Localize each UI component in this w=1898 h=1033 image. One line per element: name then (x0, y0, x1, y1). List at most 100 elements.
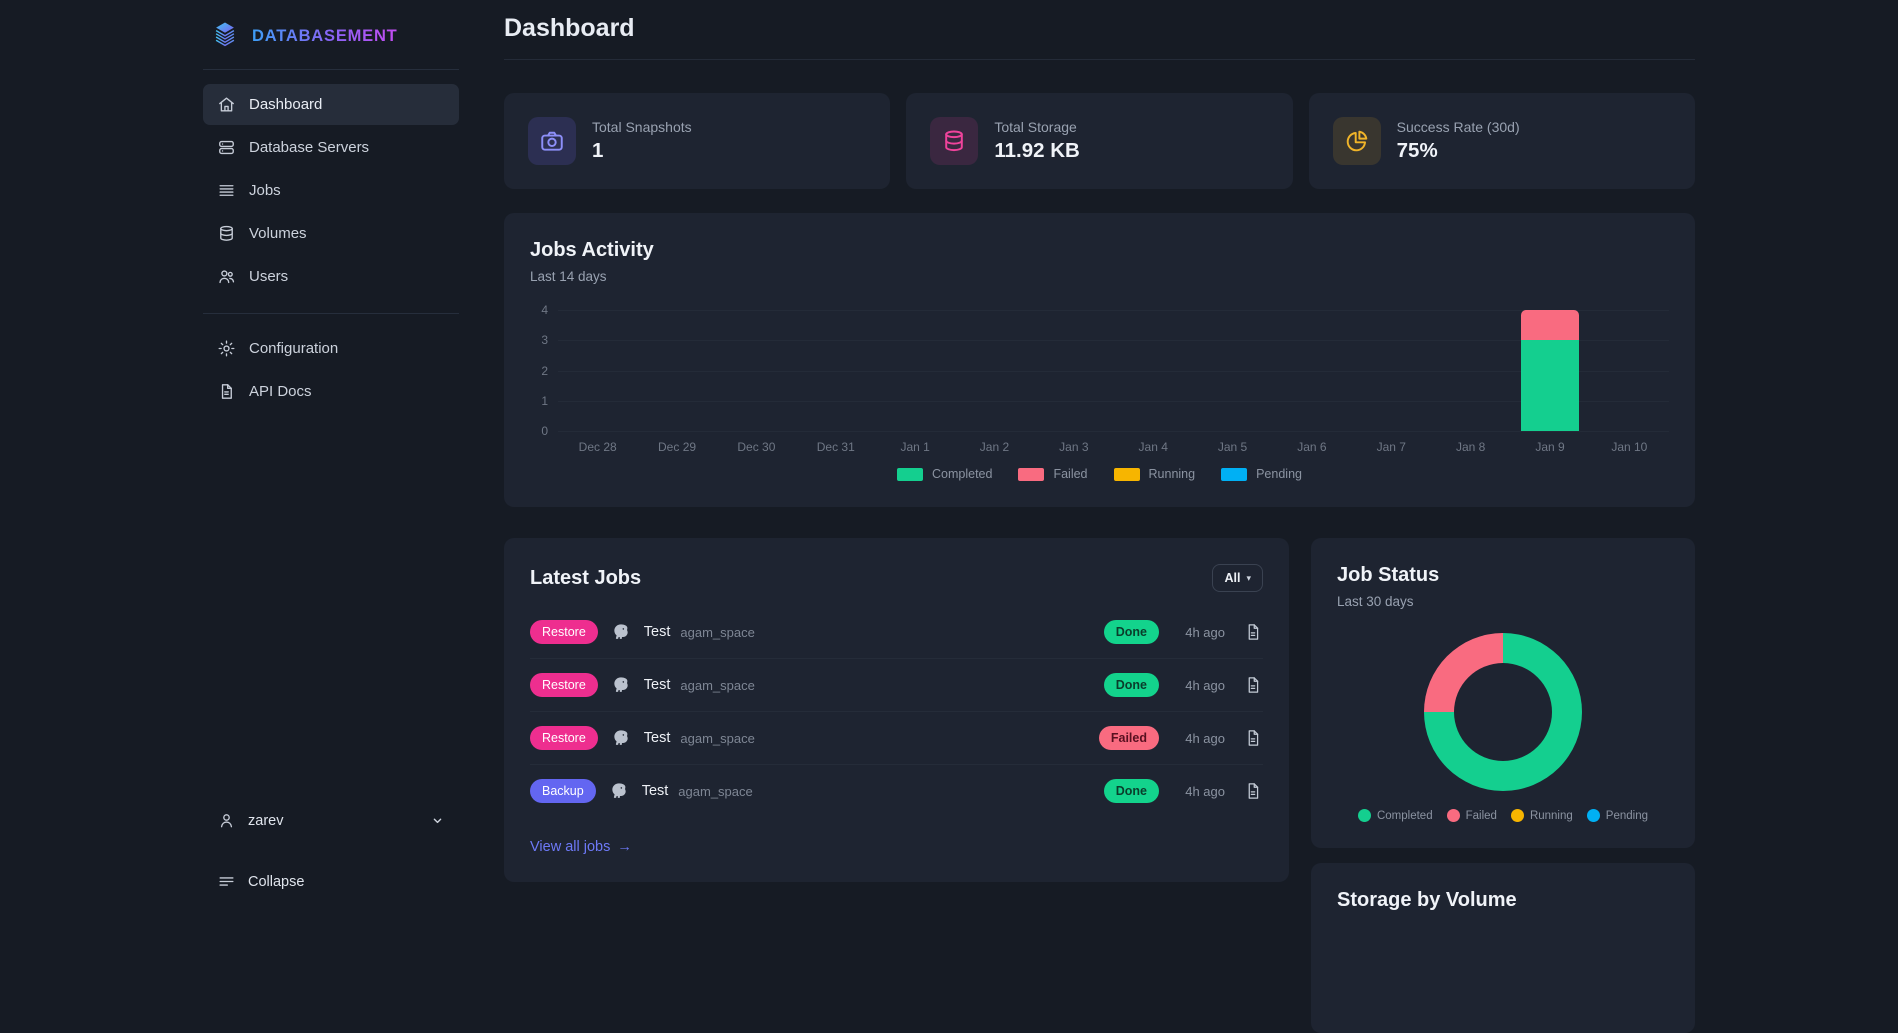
x-tick-label: Dec 29 (658, 440, 697, 454)
job-row[interactable]: Backup Test agam_space Done 4h ago (530, 765, 1263, 817)
job-time: 4h ago (1185, 624, 1225, 640)
job-row[interactable]: Restore Test agam_space Done 4h ago (530, 606, 1263, 659)
bar-column-jan-7 (1352, 310, 1431, 431)
legend-label: Running (1148, 467, 1196, 481)
x-tick-label: Jan 1 (900, 440, 930, 454)
y-tick-label: 3 (541, 333, 548, 348)
sidebar-item-label: Dashboard (249, 96, 323, 113)
donut-legend-dot (1357, 809, 1371, 822)
app-root: DATABASEMENT Dashboard Database Servers Jo… (203, 0, 1695, 1033)
job-log-icon[interactable] (1243, 728, 1263, 748)
donut-legend-label: Completed (1376, 809, 1433, 822)
bottom-grid: Latest Jobs All ▾ Restore Test agam_space D… (504, 538, 1695, 1033)
collapse-button[interactable]: Collapse (203, 862, 459, 901)
legend-item-failed[interactable]: Failed (1018, 467, 1088, 481)
x-tick-label: Jan 3 (1059, 440, 1089, 454)
stats-row: Total Snapshots 1 Total Storage 11.92 KB Suc… (504, 93, 1695, 189)
user-menu[interactable]: zarev (203, 801, 459, 840)
donut-legend-item-completed[interactable]: Completed (1357, 809, 1433, 822)
job-type-badge: Restore (530, 620, 598, 644)
job-type-badge: Restore (530, 726, 598, 750)
sidebar-item-configuration[interactable]: Configuration (203, 328, 459, 369)
bar-column-jan-8 (1431, 310, 1510, 431)
x-tick-label: Jan 2 (979, 440, 1010, 454)
legend-label: Failed (1053, 467, 1088, 481)
jobs-activity-title: Jobs Activity (530, 239, 654, 261)
sidebar-item-dashboard[interactable]: Dashboard (203, 84, 459, 125)
bar-column-dec-28 (558, 310, 637, 431)
brand-name: DATABASEMENT (252, 27, 398, 45)
job-status-subtitle: Last 30 days (1337, 594, 1414, 609)
latest-jobs-header: Latest Jobs All ▾ (530, 564, 1263, 592)
latest-jobs-title: Latest Jobs (530, 566, 642, 589)
job-log-icon[interactable] (1243, 622, 1263, 642)
donut-legend-label: Failed (1465, 809, 1497, 822)
gridline (558, 370, 1669, 372)
donut-legend-item-running[interactable]: Running (1510, 809, 1573, 822)
jobs-filter-dropdown[interactable]: All ▾ (1212, 564, 1263, 592)
stacked-bar (1521, 310, 1579, 431)
sidebar-item-users[interactable]: Users (203, 256, 459, 297)
sidebar-nav-secondary: Configuration API Docs (203, 328, 459, 414)
latest-jobs-card: Latest Jobs All ▾ Restore Test agam_space D… (504, 538, 1289, 882)
main-content: Dashboard Total Snapshots 1 Total Storage 1… (459, 0, 1695, 1033)
chart-legend: Completed Failed Running Pending (530, 467, 1669, 481)
job-name: Test (643, 624, 671, 640)
view-all-jobs-link[interactable]: View all jobs → (530, 839, 632, 855)
legend-swatch (1221, 467, 1248, 481)
job-status-badge: Failed (1098, 726, 1159, 750)
stat-text: Total Snapshots 1 (592, 119, 692, 163)
donut-legend-item-failed[interactable]: Failed (1446, 809, 1497, 822)
bar-column-dec-31 (796, 310, 875, 431)
legend-item-running[interactable]: Running (1113, 467, 1196, 481)
job-row-right: Done 4h ago (1103, 620, 1263, 644)
y-tick-label: 4 (541, 303, 548, 317)
brand-logo[interactable]: DATABASEMENT (203, 10, 459, 69)
home-icon (217, 95, 236, 114)
job-type-badge: Backup (530, 779, 596, 803)
job-status-donut[interactable] (1424, 633, 1582, 791)
arrow-right-icon: → (617, 839, 632, 855)
job-volume: agam_space (680, 677, 755, 693)
job-type-badge: Restore (530, 673, 598, 697)
legend-item-pending[interactable]: Pending (1221, 467, 1302, 481)
stat-text: Total Storage 11.92 KB (994, 119, 1079, 163)
x-tick-label: Dec 28 (578, 440, 617, 454)
collapse-label: Collapse (248, 873, 305, 890)
legend-swatch (1113, 467, 1140, 481)
bar-column-jan-10 (1590, 310, 1669, 431)
x-tick-label: Jan 10 (1611, 440, 1648, 454)
y-tick-label: 1 (541, 393, 548, 408)
sidebar-nav-primary: Dashboard Database Servers Jobs Volumes User… (203, 84, 459, 299)
jobs-filter-label: All (1224, 571, 1241, 585)
gridline (558, 431, 1669, 432)
job-row[interactable]: Restore Test agam_space Failed 4h ago (530, 712, 1263, 765)
chart-x-labels: Dec 28 Dec 29 Dec 30 Dec 31 Jan 1 Jan 2 Jan 3 J… (558, 440, 1669, 454)
sidebar-item-label: Volumes (249, 225, 307, 242)
legend-item-completed[interactable]: Completed (897, 467, 992, 481)
storage-by-volume-title: Storage by Volume (1337, 889, 1517, 911)
legend-swatch (897, 467, 924, 481)
brand-logo-icon (209, 18, 241, 55)
sidebar-item-volumes[interactable]: Volumes (203, 213, 459, 254)
donut-legend-label: Running (1529, 809, 1573, 822)
sidebar-bottom: zarev Collapse (203, 801, 459, 917)
chart-x-axis: Dec 28 Dec 29 Dec 30 Dec 31 Jan 1 Jan 2 Jan 3 J… (530, 440, 1669, 454)
bar-segment-completed (1521, 340, 1579, 431)
donut-legend-item-pending[interactable]: Pending (1586, 809, 1648, 822)
sidebar-item-api-docs[interactable]: API Docs (203, 371, 459, 412)
stat-label: Total Storage (994, 119, 1077, 135)
sidebar-item-database-servers[interactable]: Database Servers (203, 127, 459, 168)
sidebar-item-label: API Docs (249, 383, 312, 400)
volumes-icon (217, 224, 236, 243)
sidebar-item-jobs[interactable]: Jobs (203, 170, 459, 211)
job-log-icon[interactable] (1243, 781, 1263, 801)
sidebar-item-label: Database Servers (249, 139, 370, 156)
bar-column-jan-4 (1114, 310, 1193, 431)
storage-by-volume-card: Storage by Volume (1311, 863, 1695, 1033)
job-log-icon[interactable] (1243, 675, 1263, 695)
chart-plot[interactable] (558, 310, 1669, 432)
job-volume: agam_space (680, 730, 755, 746)
job-row[interactable]: Restore Test agam_space Done 4h ago (530, 659, 1263, 712)
